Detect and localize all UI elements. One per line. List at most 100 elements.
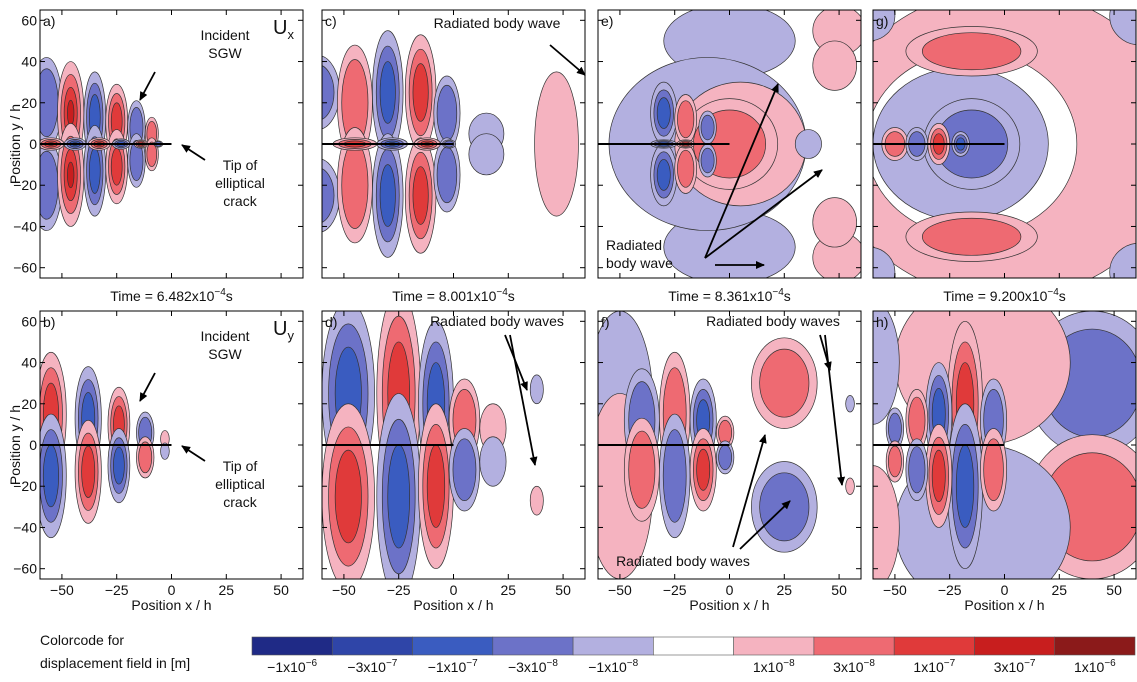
contour: [812, 40, 857, 91]
contour: [887, 445, 902, 478]
x-tick-label: 0: [450, 582, 458, 598]
label-exp: −8: [627, 658, 639, 669]
contour-field: [598, 10, 861, 278]
contour: [983, 438, 1004, 502]
time-base: Time = 6.482x10: [110, 288, 214, 304]
arrow: [181, 445, 206, 462]
time-caption: Time = 8.361x10−4s: [668, 287, 791, 304]
contour-field: [40, 311, 303, 579]
arrow: [139, 372, 156, 402]
x-axis-label: Position x / h: [413, 597, 493, 613]
x-tick-label: 25: [1052, 582, 1068, 598]
arrow: [139, 71, 156, 101]
contour-field: [598, 311, 861, 579]
y-tick-label: −20: [13, 478, 37, 494]
arrow: [181, 144, 206, 161]
contour: [656, 97, 671, 129]
arrow: [509, 334, 538, 466]
x-tick-label: −25: [387, 582, 411, 598]
contour-field: [322, 10, 585, 278]
x-tick-label: 25: [501, 582, 517, 598]
contour: [67, 99, 75, 127]
colorbar-segment: [412, 636, 494, 656]
annotation: SGW: [208, 45, 242, 61]
x-tick-label: −50: [332, 582, 356, 598]
colorbar-label: −3x10−8: [508, 658, 558, 675]
colorbar-segment: [331, 636, 413, 656]
contour: [436, 84, 458, 142]
time-exp: −4: [214, 287, 226, 298]
y-tick-label: −40: [13, 519, 37, 535]
colorbar-label: 1x10−7: [913, 658, 955, 675]
colorbar-segment: [1054, 636, 1136, 656]
arrow: [732, 434, 767, 548]
time-caption: Time = 9.200x10−4s: [943, 287, 1066, 304]
label-base: −1x10: [588, 659, 627, 675]
contour: [412, 166, 429, 225]
label-base: −3x10: [508, 659, 547, 675]
panel-letter: e): [601, 13, 613, 29]
colorbar-segment: [733, 636, 815, 656]
label-exp: −6: [306, 658, 318, 669]
colorbar-label: −1x10−7: [428, 658, 478, 675]
contour: [696, 448, 711, 491]
component: U: [273, 17, 287, 39]
contour: [794, 129, 822, 159]
annotation: Incident: [200, 328, 249, 344]
label-exp: −7: [466, 658, 478, 669]
annotation: elliptical: [215, 476, 265, 492]
contour: [1109, 242, 1136, 278]
y-tick-label: 20: [21, 95, 37, 111]
contour-field: [873, 10, 1136, 278]
label-exp: −8: [783, 658, 795, 669]
contour: [426, 444, 446, 528]
contour: [628, 430, 656, 509]
contour: [129, 140, 144, 181]
contour: [873, 247, 896, 278]
time-unit: s: [226, 288, 233, 304]
colorbar-segment: [572, 636, 654, 656]
label-base: 3x10: [994, 659, 1025, 675]
contour: [81, 445, 96, 498]
component: U: [273, 318, 287, 340]
annotation: Radiated: [606, 237, 662, 253]
x-tick-label: 0: [726, 582, 734, 598]
panel-letter: f): [601, 314, 610, 330]
x-tick-label: −50: [883, 582, 907, 598]
contour: [759, 348, 810, 418]
colorbar-label: −1x10−8: [588, 658, 638, 675]
label-exp: −8: [864, 658, 876, 669]
time-exp: −4: [772, 287, 784, 298]
contour: [955, 444, 975, 528]
contour: [452, 438, 477, 502]
y-tick-label: 60: [21, 12, 37, 28]
time-unit: s: [784, 288, 791, 304]
colorbar-title: displacement field in [m]: [40, 655, 190, 671]
component-sub: x: [287, 27, 294, 42]
label-exp: −7: [944, 658, 956, 669]
colorbar-label: 1x10−6: [1074, 658, 1116, 675]
arrow: [549, 44, 586, 76]
contour: [700, 147, 715, 174]
contour: [845, 477, 855, 495]
label-base: −1x10: [428, 659, 467, 675]
contour: [138, 441, 153, 474]
label-exp: −7: [1024, 658, 1036, 669]
label-base: 3x10: [833, 659, 864, 675]
x-tick-label: 50: [555, 582, 571, 598]
y-tick-label: −20: [13, 177, 37, 193]
colorbar-segment: [653, 636, 734, 656]
x-axis-label: Position x / h: [964, 597, 1044, 613]
x-tick-label: −25: [105, 582, 129, 598]
panel-letter: d): [325, 314, 337, 330]
y-tick-label: 20: [21, 396, 37, 412]
contour: [468, 133, 505, 176]
x-tick-label: 25: [777, 582, 793, 598]
contour: [160, 442, 170, 460]
arrow: [739, 500, 791, 550]
annotation: crack: [223, 193, 257, 209]
time-unit: s: [508, 288, 515, 304]
label-exp: −8: [547, 658, 559, 669]
contour-field: [322, 311, 585, 579]
contour: [931, 449, 946, 503]
